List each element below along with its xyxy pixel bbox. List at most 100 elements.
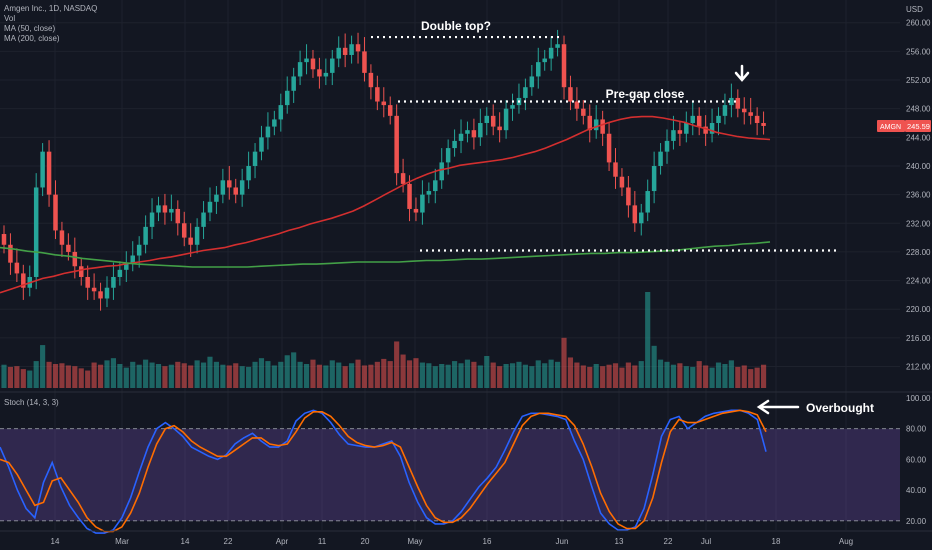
candle-body (503, 108, 509, 131)
candle-body (484, 115, 490, 124)
volume-bar (741, 365, 747, 388)
candle-body (284, 90, 290, 106)
candle-body (536, 62, 541, 77)
time-axis: 14 Mar 14 22 Apr 11 20 May 16 Jun 13 22 Jul 18 Aug (0, 530, 932, 546)
candle-body (98, 291, 103, 299)
time-tick-label: 14 (51, 537, 60, 546)
volume-bar (387, 361, 393, 388)
volume-bar (27, 370, 33, 388)
candle-body (439, 162, 444, 181)
pregap-label: Pre-gap close (606, 87, 685, 101)
volume-bar (117, 364, 123, 388)
volume-bar (432, 366, 438, 388)
volume-bar (188, 365, 194, 388)
candle-body (227, 180, 232, 188)
candle-body (78, 266, 84, 277)
volume-bar (110, 358, 117, 388)
volume-bar (46, 361, 52, 388)
candle-body (735, 97, 741, 109)
candle-body (201, 212, 206, 227)
candle-body (671, 130, 676, 141)
volume-bar (683, 366, 689, 388)
candle-body (214, 194, 219, 202)
candle-body (59, 230, 65, 245)
candle-body (651, 165, 657, 192)
volume-bar (606, 364, 612, 388)
time-tick-label: 14 (181, 537, 190, 546)
stoch-tick-label: 60.00 (906, 455, 927, 464)
candle-body (310, 58, 316, 70)
candle-body (413, 208, 419, 213)
time-tick-label: May (407, 537, 422, 546)
volume-bar (722, 364, 728, 388)
candle-body (658, 151, 663, 166)
volume-bar (278, 361, 284, 388)
candle-body (278, 105, 284, 120)
volume-bar (413, 358, 419, 388)
candle-body (561, 44, 567, 88)
price-badge (905, 119, 931, 132)
volume-bar (542, 363, 548, 388)
volume-bar (567, 357, 574, 388)
volume-bar (548, 359, 554, 388)
time-tick-label: 18 (772, 537, 781, 546)
volume-bar (291, 352, 297, 388)
candle-body (433, 180, 438, 192)
volume-bar (265, 361, 271, 388)
price-tick-label: 212.00 (906, 363, 931, 372)
legend-title: Amgen Inc., 1D, NASDAQ (4, 4, 98, 13)
price-badge-label: 245.59 (907, 122, 930, 131)
time-tick-label: 22 (664, 537, 673, 546)
volume-bar (580, 365, 586, 388)
volume-bar (484, 356, 490, 388)
candle-body (555, 44, 560, 48)
stoch-band (0, 428, 900, 521)
time-tick-label: 22 (224, 537, 233, 546)
double-top-label: Double top? (421, 19, 491, 33)
candle-body (645, 191, 650, 213)
candle-body (91, 287, 97, 292)
candles (1, 29, 766, 311)
volume-bar (651, 345, 657, 388)
volume-bar (123, 367, 129, 388)
candle-body (426, 191, 432, 195)
candle-body (600, 119, 605, 134)
volume-bar (561, 337, 567, 388)
stoch-tick-label: 20.00 (906, 517, 927, 526)
candle-body (593, 119, 599, 131)
time-tick-label: Jun (556, 537, 569, 546)
candle-body (246, 165, 251, 181)
candle-body (181, 223, 187, 238)
volume-bar (477, 365, 483, 388)
candle-body (46, 151, 52, 195)
time-tick-label: Jul (701, 537, 711, 546)
volume-bar (368, 364, 374, 388)
stoch-tick-label: 80.00 (906, 425, 927, 434)
candle-body (149, 212, 155, 227)
candle-body (587, 115, 593, 131)
candle-body (291, 76, 296, 91)
candle-body (297, 62, 303, 77)
candle-body (233, 187, 238, 195)
volume-bar (587, 366, 593, 388)
candle-body (709, 123, 715, 134)
candle-body (420, 194, 425, 213)
volume-bar (336, 362, 342, 388)
candle-body (188, 237, 193, 245)
candle-body (478, 123, 483, 138)
volume-bar (246, 366, 252, 388)
volume-bar (297, 361, 303, 388)
volume-bar (155, 364, 162, 388)
price-tick-label: 244.00 (906, 133, 931, 142)
volume-bar (696, 361, 702, 388)
price-tick-label: 228.00 (906, 248, 931, 257)
candle-body (169, 208, 174, 213)
volume-bar (600, 366, 606, 388)
volume-bar (85, 370, 91, 388)
volume-bar (149, 362, 155, 388)
currency-label: USD (906, 5, 923, 14)
candle-body (407, 183, 412, 209)
volume-bar (574, 362, 580, 388)
volume-bars (1, 292, 767, 388)
